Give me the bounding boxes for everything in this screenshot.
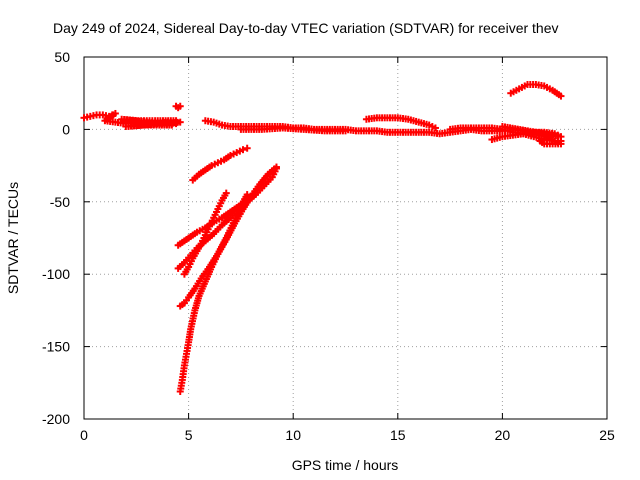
data-point xyxy=(222,189,230,197)
y-tick-label: 50 xyxy=(54,49,70,65)
series-top-arc-21 xyxy=(507,81,565,100)
x-tick-label: 15 xyxy=(390,427,406,443)
data-point xyxy=(557,92,565,100)
chart-title: Day 249 of 2024, Sidereal Day-to-day VTE… xyxy=(53,20,559,36)
x-tick-label: 10 xyxy=(285,427,301,443)
series-late-band xyxy=(446,123,565,148)
data-point xyxy=(239,146,247,154)
axis-ticks: 0 5 10 15 20 25 -200 -150 -100 -50 0 50 xyxy=(42,49,615,443)
x-tick-label: 0 xyxy=(80,427,88,443)
y-tick-label: 0 xyxy=(62,121,70,137)
data-point xyxy=(176,102,184,110)
data-point xyxy=(342,127,349,135)
y-tick-label: -200 xyxy=(42,411,70,427)
series-rising-f xyxy=(180,189,230,278)
x-tick-label: 5 xyxy=(185,427,193,443)
x-tick-label: 20 xyxy=(495,427,511,443)
x-tick-label: 25 xyxy=(599,427,615,443)
series-early-band xyxy=(80,109,184,131)
series-upper-arc-15 xyxy=(362,114,439,132)
data-point xyxy=(172,117,180,125)
data-point xyxy=(243,196,251,204)
series-rising-a xyxy=(189,144,251,184)
plot-frame xyxy=(83,56,608,420)
grid xyxy=(84,57,607,419)
series-spike-4.5 xyxy=(172,102,184,112)
data-point xyxy=(272,164,280,172)
data-point xyxy=(431,124,439,132)
y-axis-label: SDTVAR / TECUs xyxy=(5,182,21,294)
data-point xyxy=(243,144,251,152)
y-tick-label: -50 xyxy=(50,194,70,210)
y-tick-label: -100 xyxy=(42,266,70,282)
data-points xyxy=(80,81,565,395)
y-tick-label: -150 xyxy=(42,339,70,355)
data-point xyxy=(536,137,544,145)
x-axis-label: GPS time / hours xyxy=(292,457,399,473)
